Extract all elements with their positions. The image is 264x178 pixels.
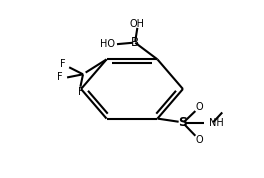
Text: B: B	[131, 36, 139, 49]
Text: O: O	[195, 135, 203, 145]
Text: F: F	[78, 87, 83, 97]
Text: HO: HO	[100, 39, 115, 49]
Text: F: F	[60, 59, 66, 69]
Text: F: F	[57, 72, 62, 82]
Text: OH: OH	[130, 19, 145, 29]
Text: O: O	[195, 102, 203, 112]
Text: NH: NH	[209, 118, 224, 128]
Text: S: S	[178, 116, 187, 129]
